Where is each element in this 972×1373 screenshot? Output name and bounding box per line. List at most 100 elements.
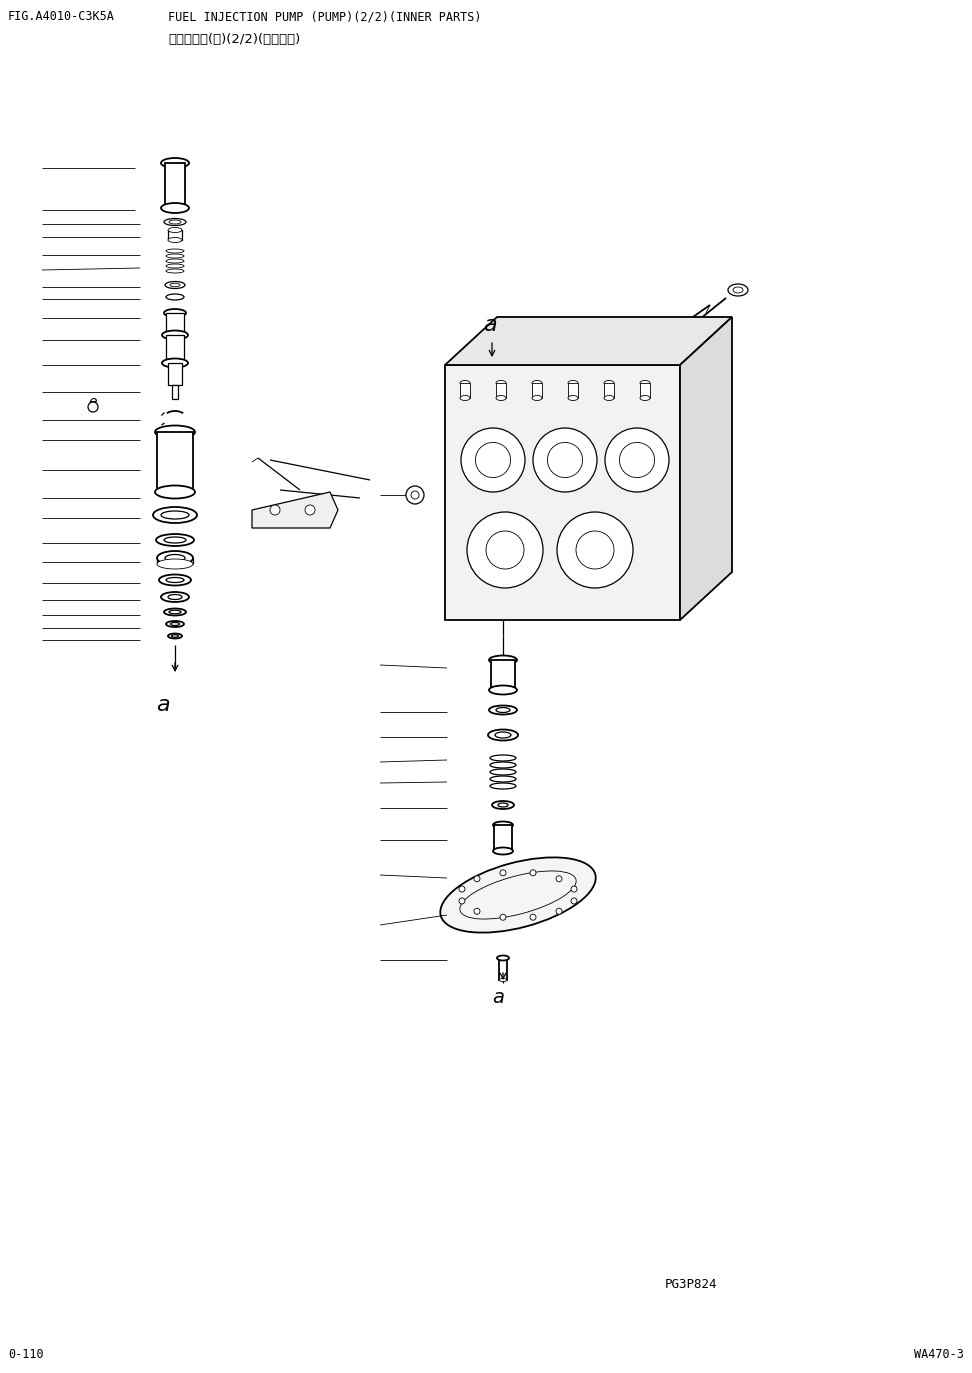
Bar <box>568 383 578 398</box>
Circle shape <box>619 442 654 478</box>
Ellipse shape <box>161 158 189 168</box>
Polygon shape <box>252 492 338 529</box>
Ellipse shape <box>440 857 596 932</box>
Text: PG3P824: PG3P824 <box>665 1278 717 1291</box>
Circle shape <box>88 402 98 412</box>
Ellipse shape <box>492 800 514 809</box>
Ellipse shape <box>728 284 748 297</box>
Circle shape <box>547 442 582 478</box>
Ellipse shape <box>493 821 513 828</box>
Ellipse shape <box>166 264 184 268</box>
Ellipse shape <box>604 380 614 386</box>
Circle shape <box>411 492 419 498</box>
Circle shape <box>533 428 597 492</box>
Ellipse shape <box>166 259 184 264</box>
Text: a: a <box>483 314 497 335</box>
Ellipse shape <box>490 776 516 783</box>
Ellipse shape <box>156 534 194 546</box>
Circle shape <box>530 869 536 876</box>
Text: FUEL INJECTION PUMP (PUMP)(2/2)(INNER PARTS): FUEL INJECTION PUMP (PUMP)(2/2)(INNER PA… <box>168 10 481 23</box>
Circle shape <box>557 512 633 588</box>
Ellipse shape <box>168 238 182 243</box>
Circle shape <box>571 886 577 892</box>
Ellipse shape <box>166 249 184 253</box>
Ellipse shape <box>165 281 185 288</box>
Circle shape <box>576 531 614 568</box>
Ellipse shape <box>155 486 195 498</box>
Ellipse shape <box>499 979 507 982</box>
Circle shape <box>486 531 524 568</box>
Ellipse shape <box>460 380 470 386</box>
Text: a: a <box>156 695 170 715</box>
Circle shape <box>605 428 669 492</box>
Ellipse shape <box>159 574 191 585</box>
Ellipse shape <box>489 655 517 665</box>
Ellipse shape <box>164 218 186 225</box>
Ellipse shape <box>604 395 614 401</box>
Circle shape <box>459 898 465 903</box>
Ellipse shape <box>532 380 542 386</box>
Bar <box>168 362 182 384</box>
Bar <box>496 383 506 398</box>
Bar <box>460 383 470 398</box>
Circle shape <box>556 876 562 881</box>
Ellipse shape <box>171 634 179 637</box>
Bar <box>532 383 542 398</box>
Bar <box>494 825 512 851</box>
Circle shape <box>530 914 536 920</box>
Ellipse shape <box>168 633 182 638</box>
Ellipse shape <box>460 395 470 401</box>
Ellipse shape <box>532 395 542 401</box>
Circle shape <box>500 869 506 876</box>
Ellipse shape <box>169 220 181 224</box>
Ellipse shape <box>490 769 516 774</box>
Circle shape <box>475 442 510 478</box>
Ellipse shape <box>170 622 180 626</box>
Ellipse shape <box>157 559 193 568</box>
Ellipse shape <box>493 847 513 854</box>
Circle shape <box>571 898 577 903</box>
Polygon shape <box>445 317 732 365</box>
Circle shape <box>474 909 480 914</box>
Circle shape <box>500 914 506 920</box>
Ellipse shape <box>640 395 650 401</box>
Circle shape <box>406 486 424 504</box>
Ellipse shape <box>496 707 510 713</box>
Circle shape <box>270 505 280 515</box>
Ellipse shape <box>498 803 508 807</box>
Ellipse shape <box>166 621 184 627</box>
Polygon shape <box>680 317 732 621</box>
Ellipse shape <box>568 395 578 401</box>
Ellipse shape <box>164 537 186 542</box>
Ellipse shape <box>162 358 188 368</box>
Ellipse shape <box>166 294 184 299</box>
Bar <box>157 432 193 492</box>
Ellipse shape <box>490 783 516 789</box>
Circle shape <box>459 886 465 892</box>
Bar <box>640 383 650 398</box>
Ellipse shape <box>568 380 578 386</box>
Bar <box>172 384 178 400</box>
Bar <box>491 660 515 691</box>
Ellipse shape <box>165 555 185 562</box>
Ellipse shape <box>166 254 184 258</box>
Ellipse shape <box>496 395 506 401</box>
Ellipse shape <box>162 331 188 339</box>
Bar <box>166 335 184 362</box>
Bar <box>604 383 614 398</box>
Ellipse shape <box>488 729 518 740</box>
Text: WA470-3: WA470-3 <box>914 1348 964 1361</box>
Circle shape <box>474 876 480 881</box>
Text: 燃油喷射泵(泵)(2/2)(内部零件): 燃油喷射泵(泵)(2/2)(内部零件) <box>168 33 300 47</box>
Ellipse shape <box>489 685 517 695</box>
Ellipse shape <box>161 511 189 519</box>
Text: a: a <box>492 989 504 1006</box>
Ellipse shape <box>161 203 189 213</box>
Bar <box>499 958 507 980</box>
Ellipse shape <box>168 228 182 232</box>
Ellipse shape <box>497 956 509 961</box>
Ellipse shape <box>170 283 180 287</box>
Text: 0-110: 0-110 <box>8 1348 44 1361</box>
Ellipse shape <box>489 706 517 714</box>
Ellipse shape <box>169 610 181 614</box>
